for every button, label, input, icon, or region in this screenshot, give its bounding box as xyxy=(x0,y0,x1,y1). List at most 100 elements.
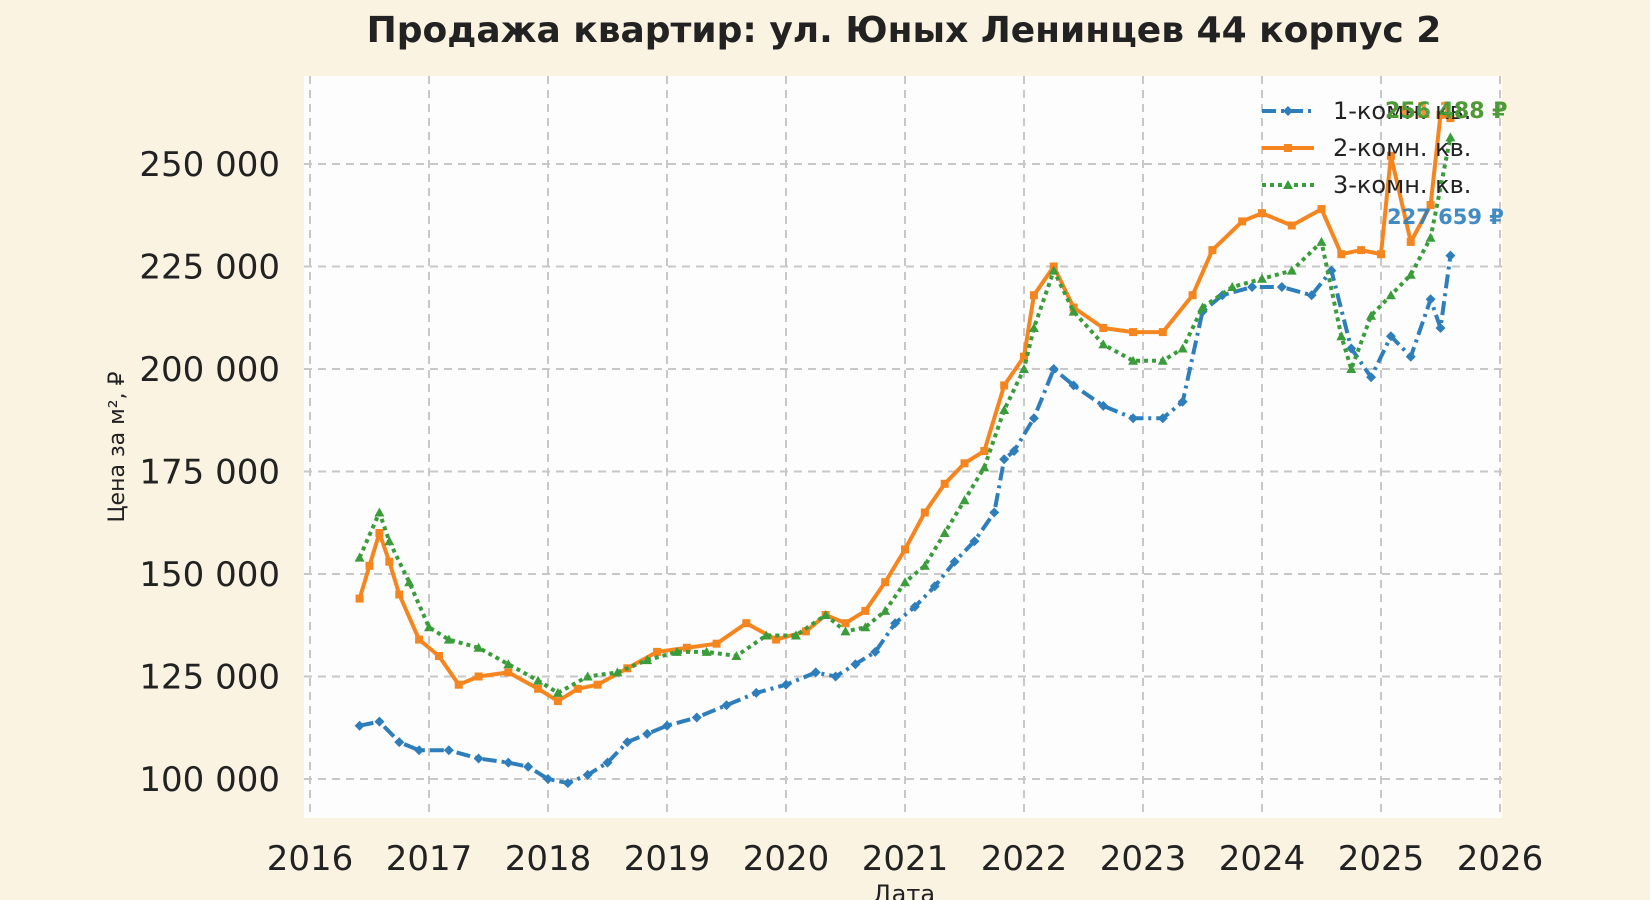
data-point-marker xyxy=(830,671,841,682)
series-line xyxy=(357,137,1453,695)
data-point-marker xyxy=(1366,310,1377,320)
data-point-marker xyxy=(474,672,483,681)
data-point-marker xyxy=(1208,246,1217,255)
series-square xyxy=(355,110,1455,706)
x-tick-label: 2022 xyxy=(981,839,1068,879)
data-point-marker xyxy=(1346,343,1357,354)
data-point-marker xyxy=(523,761,534,772)
data-point-marker xyxy=(801,627,810,636)
data-point-marker xyxy=(1158,328,1167,337)
data-point-marker xyxy=(1306,290,1317,301)
data-point-marker xyxy=(1405,351,1416,362)
legend: 1-комн. кв. 2-комн. кв. 3-комн. кв. xyxy=(1262,97,1471,199)
data-point-marker xyxy=(573,684,582,693)
data-point-marker xyxy=(1197,302,1208,312)
data-point-marker xyxy=(385,557,394,566)
data-point-marker xyxy=(1425,294,1436,305)
data-point-marker xyxy=(979,462,990,472)
legend-label: 1-комн. кв. xyxy=(1333,97,1471,125)
x-tick-label: 2023 xyxy=(1100,839,1187,879)
data-point-marker xyxy=(1386,151,1395,160)
data-point-marker xyxy=(534,684,543,693)
series-end-label: 256 488 ₽ xyxy=(1385,99,1507,124)
data-point-marker xyxy=(552,687,563,697)
data-point-marker xyxy=(939,528,950,537)
data-point-marker xyxy=(374,716,385,727)
data-point-marker xyxy=(1436,110,1445,119)
legend-label: 2-комн. кв. xyxy=(1333,134,1471,162)
data-point-marker xyxy=(1385,290,1396,300)
data-point-marker xyxy=(612,667,623,677)
data-point-marker xyxy=(1157,413,1168,424)
data-point-marker xyxy=(454,680,463,689)
data-point-marker xyxy=(443,634,454,644)
data-point-marker xyxy=(1283,106,1293,116)
data-point-marker xyxy=(712,639,721,648)
data-point-marker xyxy=(384,536,395,546)
data-point-marker xyxy=(1028,413,1039,424)
data-point-marker xyxy=(1020,352,1028,361)
data-point-marker xyxy=(1000,381,1009,390)
data-point-marker xyxy=(861,606,870,615)
data-point-marker xyxy=(870,646,881,657)
data-point-marker xyxy=(1406,237,1415,246)
data-point-marker xyxy=(1247,282,1258,292)
series-triangle xyxy=(354,132,1456,697)
x-tick-label: 2016 xyxy=(267,839,354,879)
data-point-marker xyxy=(473,642,484,652)
data-point-marker xyxy=(395,590,404,599)
end-value-labels: 227 659 ₽ 261 188 ₽256 488 ₽ xyxy=(1385,99,1507,229)
data-point-marker xyxy=(1287,221,1296,230)
data-point-marker xyxy=(582,769,593,780)
data-point-marker xyxy=(860,622,871,632)
data-point-marker xyxy=(772,635,781,644)
data-point-marker xyxy=(1276,282,1287,292)
y-tick-label: 125 000 xyxy=(139,658,280,698)
data-point-marker xyxy=(374,507,385,517)
data-point-marker xyxy=(1426,201,1435,209)
data-point-marker xyxy=(503,659,514,669)
data-point-marker xyxy=(969,536,980,547)
grid-lines xyxy=(304,76,1502,818)
data-point-marker xyxy=(1286,265,1297,275)
data-point-marker xyxy=(504,668,513,677)
data-point-marker xyxy=(404,577,415,587)
x-tick-label: 2025 xyxy=(1338,839,1425,879)
data-point-marker xyxy=(1445,132,1456,142)
data-point-marker xyxy=(1029,291,1038,300)
data-point-marker xyxy=(1157,355,1168,365)
y-tick-label: 225 000 xyxy=(139,248,280,288)
data-point-marker xyxy=(473,753,484,764)
data-point-marker xyxy=(415,635,424,644)
y-tick-label: 150 000 xyxy=(139,555,280,595)
x-axis-label: Дата xyxy=(873,880,935,900)
data-point-marker xyxy=(1099,324,1108,332)
data-point-marker xyxy=(1098,400,1109,411)
x-tick-label: 2021 xyxy=(862,839,949,879)
data-point-marker xyxy=(850,659,861,670)
data-point-marker xyxy=(1445,250,1456,261)
data-point-marker xyxy=(1009,446,1020,456)
data-point-marker xyxy=(900,577,910,587)
x-axis-ticks: 2016 2017 2018 2019 2020 2021 2022 2023 2024 2025… xyxy=(267,839,1544,879)
data-point-marker xyxy=(1405,269,1416,279)
data-point-marker xyxy=(721,700,732,711)
data-point-marker xyxy=(1128,413,1139,424)
series-layer xyxy=(354,110,1456,789)
plot-area xyxy=(304,76,1502,818)
x-tick-label: 2024 xyxy=(1219,839,1306,879)
data-point-marker xyxy=(365,561,374,570)
data-point-marker xyxy=(375,529,384,537)
data-point-marker xyxy=(959,495,970,505)
data-point-marker xyxy=(1177,343,1188,353)
data-point-marker xyxy=(1019,364,1029,373)
chart-title: Продажа квартир: ул. Юных Ленинцев 44 ко… xyxy=(367,10,1442,51)
data-point-marker xyxy=(622,737,633,748)
data-point-marker xyxy=(841,619,850,628)
data-point-marker xyxy=(593,680,602,689)
data-point-marker xyxy=(414,745,425,756)
x-tick-label: 2026 xyxy=(1457,839,1544,879)
data-point-marker xyxy=(533,675,544,685)
data-point-marker xyxy=(751,687,762,698)
y-axis-ticks: 100 000 125 000 150 000 175 000 200 000 225 0… xyxy=(139,145,280,800)
